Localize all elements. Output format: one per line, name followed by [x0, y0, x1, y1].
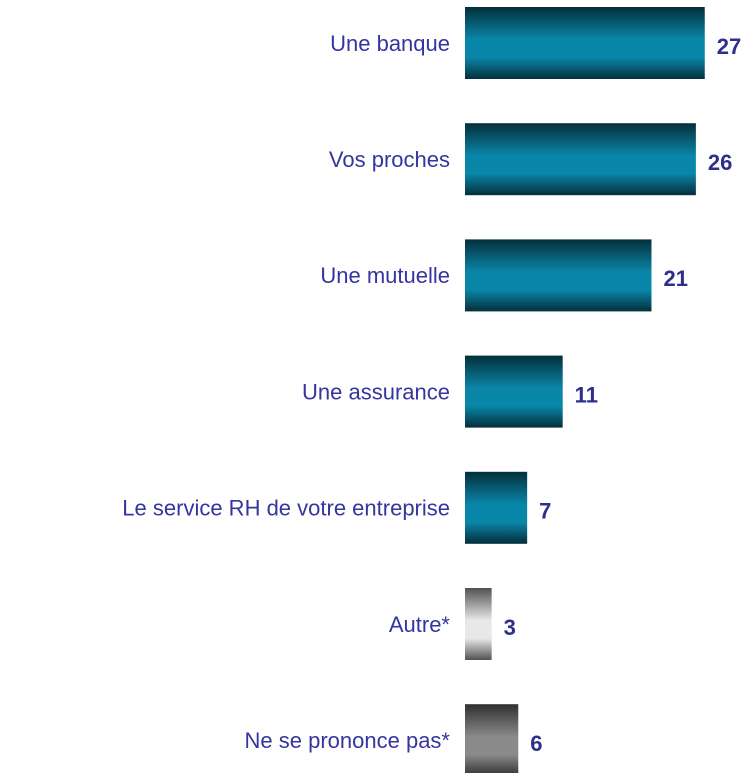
category-label: Ne se prononce pas* — [245, 728, 451, 753]
bar — [465, 355, 563, 428]
bar — [465, 123, 696, 196]
value-label: 3 — [504, 615, 516, 640]
bar — [465, 239, 652, 312]
bar — [465, 588, 492, 660]
category-label: Autre* — [389, 612, 451, 637]
bar — [465, 704, 519, 773]
value-label: 21 — [663, 266, 687, 291]
category-label: Une banque — [330, 31, 450, 56]
category-label: Une assurance — [302, 379, 450, 404]
category-label: Vos proches — [329, 147, 450, 172]
value-label: 26 — [708, 150, 732, 175]
value-label: 27 — [717, 34, 741, 59]
category-label: Une mutuelle — [320, 263, 450, 288]
bar — [465, 7, 705, 79]
value-label: 6 — [530, 731, 542, 756]
value-label: 11 — [575, 382, 598, 407]
bar — [465, 471, 528, 544]
value-label: 7 — [539, 499, 551, 524]
category-label: Le service RH de votre entreprise — [122, 496, 450, 521]
